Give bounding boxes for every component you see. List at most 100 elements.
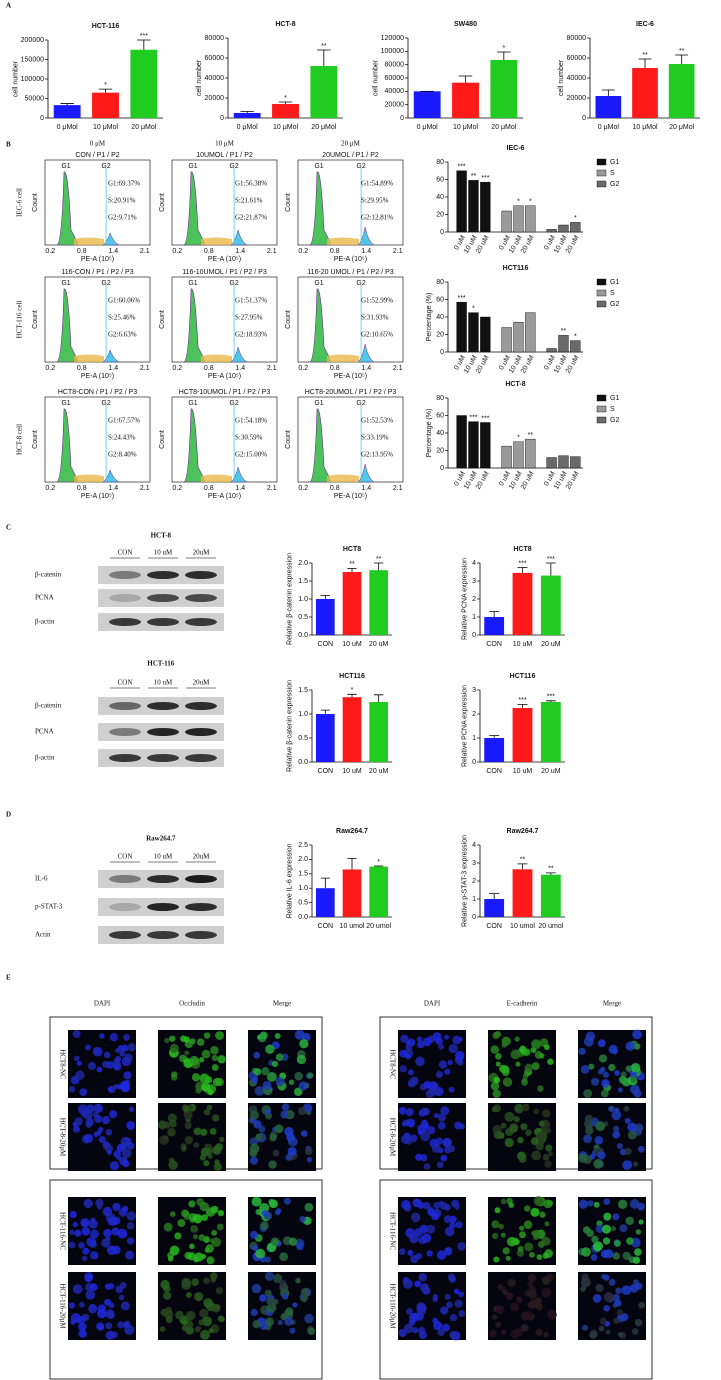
bar: [540, 874, 561, 917]
x-tick-label: 0.8: [77, 248, 87, 255]
cell: [190, 1224, 199, 1233]
cell: [208, 1328, 214, 1334]
panel-letter: E: [6, 974, 11, 982]
cell: [96, 1066, 103, 1073]
cell: [531, 1039, 542, 1050]
cell: [98, 1136, 106, 1144]
cell: [634, 1318, 643, 1327]
error-bar: [601, 89, 615, 96]
panel-frame: [379, 1179, 653, 1380]
cell: [617, 1199, 628, 1209]
cell: [266, 1072, 277, 1082]
cell: [449, 1313, 458, 1322]
cell: [118, 1294, 125, 1301]
cell: [615, 1287, 622, 1295]
cell: [189, 1038, 196, 1045]
legend-swatch: [596, 289, 607, 297]
significance: ***: [518, 560, 526, 567]
y-tick-label: 0.5: [298, 899, 308, 906]
x-tick-label: 2.1: [393, 365, 403, 372]
cell: [492, 1089, 501, 1098]
y-tick-label: 2.5: [298, 842, 308, 849]
cell: [532, 1229, 541, 1238]
column-header: DAPI: [94, 1000, 111, 1008]
legend-label: G1: [610, 279, 619, 286]
x-tick-label: 0.2: [172, 248, 182, 255]
cell: [448, 1086, 455, 1093]
cell: [85, 1289, 96, 1300]
y-tick-label: 1.5: [298, 578, 308, 585]
blot-band: [185, 875, 217, 883]
y-tick-label: 20000: [385, 102, 405, 109]
cell: [493, 1076, 501, 1084]
cell: [498, 1223, 504, 1230]
x-tick-label: 10 umol: [510, 923, 535, 930]
row-label: HCT8-NC: [58, 1049, 66, 1079]
x-tick-label: 2.1: [267, 365, 277, 372]
cell: [206, 1104, 213, 1111]
bar: [484, 738, 505, 762]
significance: *: [574, 333, 577, 340]
cell: [255, 1248, 266, 1259]
cell: [211, 1114, 220, 1122]
cell: [283, 1197, 291, 1205]
cell: [69, 1210, 77, 1219]
cell: [72, 1284, 83, 1294]
cell: [541, 1287, 552, 1298]
cell: [300, 1287, 311, 1298]
cell: [99, 1033, 105, 1039]
bar: [456, 170, 467, 233]
blot-band: [109, 903, 141, 911]
cell: [624, 1117, 631, 1124]
y-tick-label: 20: [436, 211, 444, 218]
cell: [454, 1121, 463, 1130]
cell: [87, 1061, 96, 1070]
cell: [495, 1321, 502, 1328]
cell: [159, 1135, 169, 1145]
cell: [128, 1106, 135, 1113]
cell: [201, 1049, 211, 1059]
cell: [287, 1146, 297, 1157]
cell: [104, 1298, 112, 1306]
bar: [468, 180, 479, 233]
cell: [524, 1063, 533, 1073]
cell: [490, 1081, 500, 1091]
x-tick-label: 0 μMol: [417, 124, 439, 131]
panel-frame: [49, 1179, 323, 1380]
cell: [249, 1143, 260, 1154]
x-tick-label: 1.4: [361, 248, 371, 255]
bar: [513, 322, 524, 353]
cell: [519, 1231, 526, 1239]
x-tick-label: 1.4: [108, 485, 118, 492]
bar: [546, 229, 557, 233]
cell: [399, 1065, 407, 1073]
phase-stat: S:24.43%: [108, 434, 136, 442]
x-tick-label: 10 uM: [342, 641, 362, 648]
cell: [545, 1127, 551, 1134]
phase-stat: G1:56.38%: [235, 180, 267, 188]
cell: [597, 1039, 606, 1048]
x-tick-label: 10 uM: [513, 641, 533, 648]
cell: [106, 1149, 113, 1155]
cell: [533, 1196, 544, 1207]
cell: [625, 1065, 632, 1072]
cell: [515, 1296, 523, 1304]
cell: [502, 1077, 513, 1087]
micrograph: [157, 1103, 226, 1171]
cell: [80, 1218, 90, 1228]
cell: [266, 1297, 275, 1306]
cell: [124, 1320, 131, 1327]
s-phase: [74, 474, 105, 482]
cell: [260, 1221, 269, 1230]
cell: [200, 1253, 207, 1260]
chart-title: SW480: [454, 21, 477, 28]
cell: [528, 1251, 535, 1258]
y-tick-label: 100000: [381, 48, 404, 55]
cell: [106, 1311, 115, 1320]
chart-title: Raw264.7: [507, 828, 539, 835]
significance: ***: [547, 694, 555, 701]
phase-stat: S:33.19%: [361, 434, 389, 442]
bar: [632, 68, 658, 118]
cell: [457, 1036, 463, 1042]
phase-stat: G2:13.95%: [361, 451, 393, 459]
